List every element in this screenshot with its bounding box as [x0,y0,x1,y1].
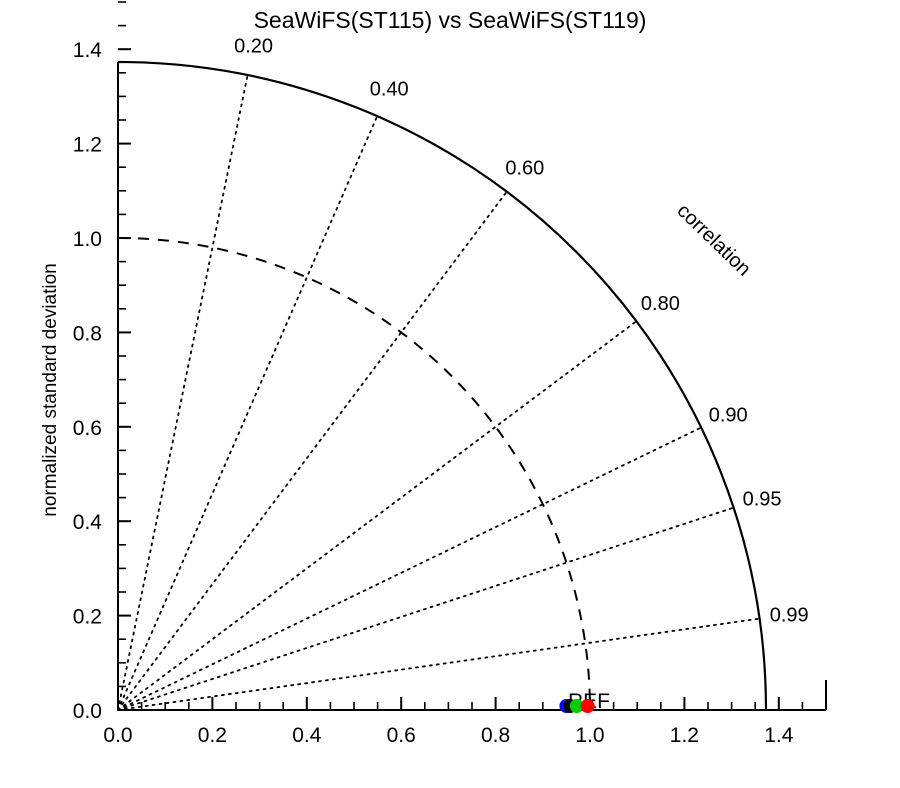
x-tick-label-0.6: 0.6 [387,724,416,747]
outer-boundary-arc [117,60,768,711]
point-green[interactable] [569,699,584,713]
correlation-ray-0.40 [117,115,379,711]
x-tick-label-0.0: 0.0 [103,724,132,747]
y-tick-label-0.2: 0.2 [73,606,102,629]
data-points[interactable] [559,699,595,713]
correlation-label-0.60: 0.60 [505,158,544,180]
correlation-label-0.80: 0.80 [641,293,680,315]
correlation-ray-0.99 [117,617,761,711]
correlation-label-0.99: 0.99 [770,604,809,626]
y-tick-label-0.8: 0.8 [73,322,102,345]
y-tick-label-0.4: 0.4 [73,511,103,534]
y-tick-label-1.0: 1.0 [73,228,102,251]
correlation-axis-label: correlation [673,200,755,281]
y-tick-label-0.0: 0.0 [73,700,102,723]
correlation-ray-0.95 [117,506,735,711]
correlation-ray-0.60 [117,190,508,711]
correlation-label-0.90: 0.90 [709,404,748,426]
y-axis-tick-labels: 0.0 0.2 0.4 0.6 0.8 1.0 1.2 1.4 [73,39,103,723]
y-axis-ticks [118,1,131,711]
x-tick-label-0.2: 0.2 [198,724,227,747]
chart-title: SeaWiFS(ST115) vs SeaWiFS(ST119) [254,7,647,33]
correlation-label-0.20: 0.20 [234,36,273,58]
x-tick-label-1.0: 1.0 [575,724,604,747]
correlation-rays [117,74,761,711]
correlation-ray-0.20 [117,74,249,711]
point-red[interactable] [580,699,595,713]
y-axis-title: normalized standard deviation [40,263,61,517]
y-tick-label-1.2: 1.2 [73,134,102,157]
correlation-ray-0.80 [117,320,638,711]
x-axis-tick-labels: 0.0 0.2 0.4 0.6 0.8 1.0 1.2 1.4 [103,724,793,747]
correlation-ray-0.90 [117,426,703,711]
y-tick-label-1.4: 1.4 [73,39,103,62]
x-axis-ticks [117,697,827,710]
x-tick-label-0.4: 0.4 [292,724,322,747]
x-tick-label-1.2: 1.2 [670,724,699,747]
correlation-label-0.40: 0.40 [370,79,409,101]
x-tick-label-0.8: 0.8 [481,724,510,747]
y-tick-label-0.6: 0.6 [73,417,102,440]
x-tick-label-1.4: 1.4 [764,724,794,747]
reference-std-arc [117,237,591,711]
correlation-tick-labels: 0.20 0.40 0.60 0.80 0.90 0.95 0.99 [234,36,809,627]
correlation-label-0.95: 0.95 [743,488,782,510]
